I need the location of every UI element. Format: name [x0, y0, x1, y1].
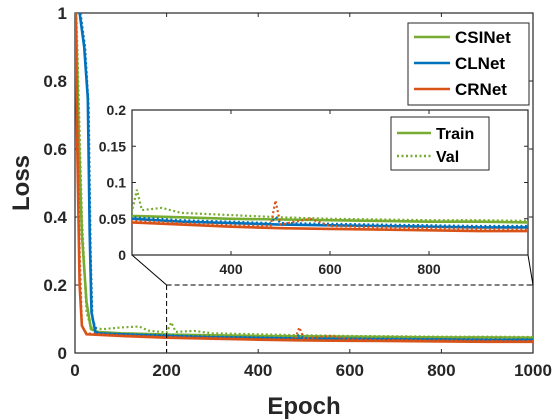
legend-label-crnet: CRNet [455, 80, 507, 99]
y-tick-label: 0.6 [43, 140, 67, 159]
y-tick-label: 0 [58, 344, 67, 363]
inset-x-tick-label: 800 [417, 261, 441, 277]
zoom-connector-right [527, 254, 534, 286]
y-tick-label: 0.8 [43, 72, 67, 91]
main-series-group [75, 13, 533, 344]
inset-series-clnet-train-line [132, 217, 528, 229]
inset-series-csinet-train-line [132, 214, 528, 224]
series-crnet-train-line [75, 13, 533, 344]
y-axis-title: Loss [8, 155, 35, 211]
x-tick-label: 0 [70, 361, 79, 380]
inset-series-crnet-train-line [132, 221, 528, 233]
inset-y-tick-label: 0.05 [99, 211, 126, 227]
inset-series-csinet-val-line [132, 189, 528, 222]
x-tick-label: 1000 [514, 361, 552, 380]
legend-label-csinet: CSINet [455, 28, 511, 47]
inset-y-tick-label: 0.1 [107, 175, 127, 191]
y-tick-label: 1 [58, 4, 67, 23]
x-tick-label: 800 [427, 361, 455, 380]
x-tick-label: 200 [152, 361, 180, 380]
x-axis-title: Epoch [267, 393, 340, 420]
inset-y-tick-label: 0 [118, 247, 126, 263]
inset-legend-box [390, 116, 490, 171]
y-tick-label: 0.4 [43, 208, 67, 227]
inset-series-group [132, 189, 528, 233]
series-csinet-train-line [75, 13, 533, 339]
zoom-connector-left [131, 254, 167, 286]
legend-label-clnet: CLNet [455, 54, 505, 73]
y-tick-label: 0.2 [43, 276, 67, 295]
plot-area-frame [74, 12, 534, 354]
inset-x-tick-label: 400 [219, 261, 243, 277]
inset-legend-label-train: Train [436, 126, 474, 143]
inset-legend-label-val: Val [436, 149, 459, 166]
x-tick-label: 600 [336, 361, 364, 380]
inset-y-tick-label: 0.15 [99, 138, 126, 154]
x-tick-label: 400 [244, 361, 272, 380]
inset-y-tick-label: 0.2 [107, 102, 127, 118]
inset-x-tick-label: 600 [318, 261, 342, 277]
